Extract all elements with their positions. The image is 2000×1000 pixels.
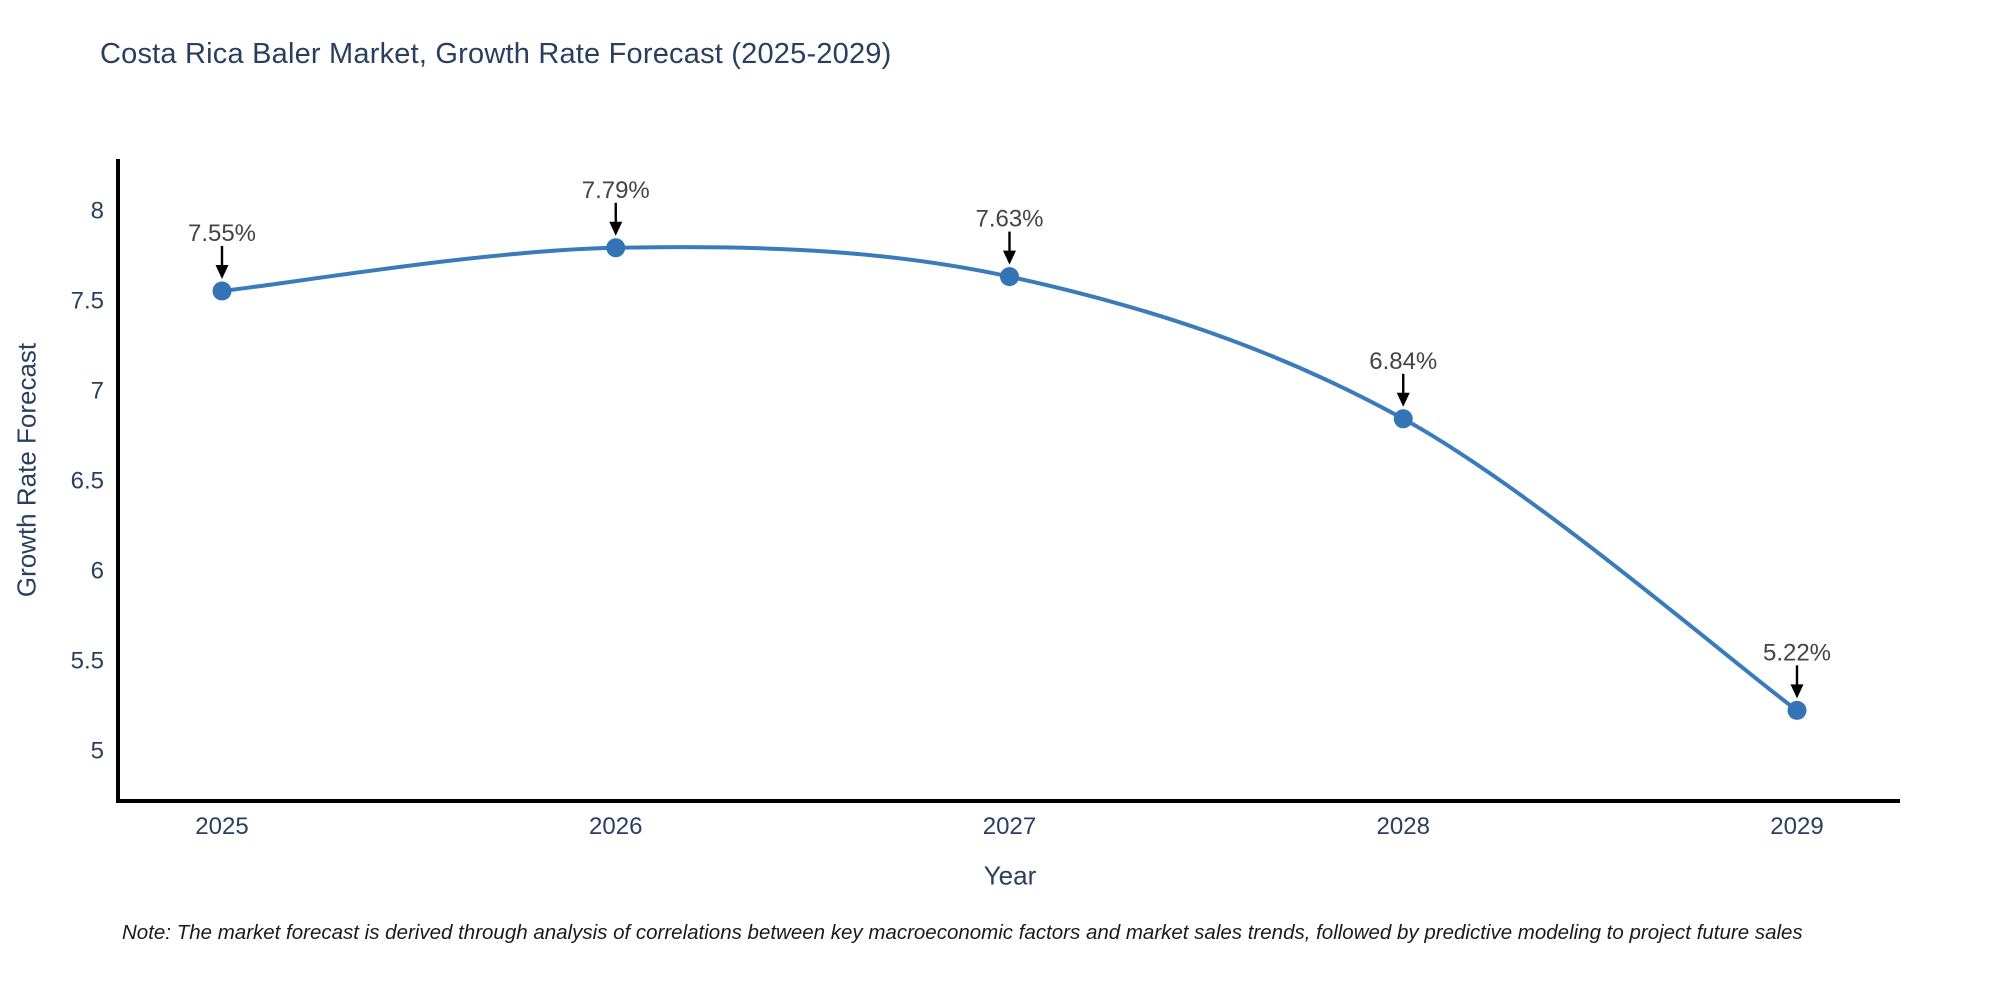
annotation-label: 7.79% [582, 177, 650, 204]
x-tick-label: 2026 [589, 813, 642, 840]
y-tick-label: 5 [91, 738, 104, 765]
x-tick-label: 2027 [983, 813, 1036, 840]
y-tick-label: 7.5 [71, 288, 104, 315]
annotation-label: 5.22% [1763, 639, 1831, 666]
annotation-label: 7.55% [188, 220, 256, 247]
x-tick-label: 2025 [195, 813, 248, 840]
annotation-label: 7.63% [975, 206, 1043, 233]
annotation-arrowhead-icon [1790, 684, 1804, 699]
x-tick-label: 2028 [1377, 813, 1430, 840]
annotation-arrowhead-icon [1396, 392, 1410, 407]
y-axis-title: Growth Rate Forecast [11, 342, 42, 598]
data-point-marker [1393, 409, 1413, 429]
footnote: Note: The market forecast is derived thr… [122, 921, 1803, 944]
y-tick-label: 6 [91, 558, 104, 585]
x-axis-title: Year [983, 860, 1037, 891]
data-point-marker [1787, 700, 1807, 720]
chart-title: Costa Rica Baler Market, Growth Rate For… [100, 38, 892, 70]
data-point-marker [212, 281, 232, 301]
annotation-arrowhead-icon [215, 265, 229, 279]
annotation-label: 6.84% [1369, 348, 1437, 375]
y-tick-label: 6.5 [71, 468, 104, 495]
y-tick-label: 7 [91, 378, 104, 405]
y-tick-label: 8 [91, 198, 104, 225]
annotation-arrowhead-icon [609, 221, 623, 236]
data-point-marker [606, 238, 626, 258]
x-tick-label: 2029 [1770, 813, 1823, 840]
data-point-marker [1000, 267, 1019, 287]
annotation-arrowhead-icon [1003, 250, 1016, 265]
forecast-line [220, 245, 1799, 713]
y-tick-label: 5.5 [71, 648, 104, 675]
